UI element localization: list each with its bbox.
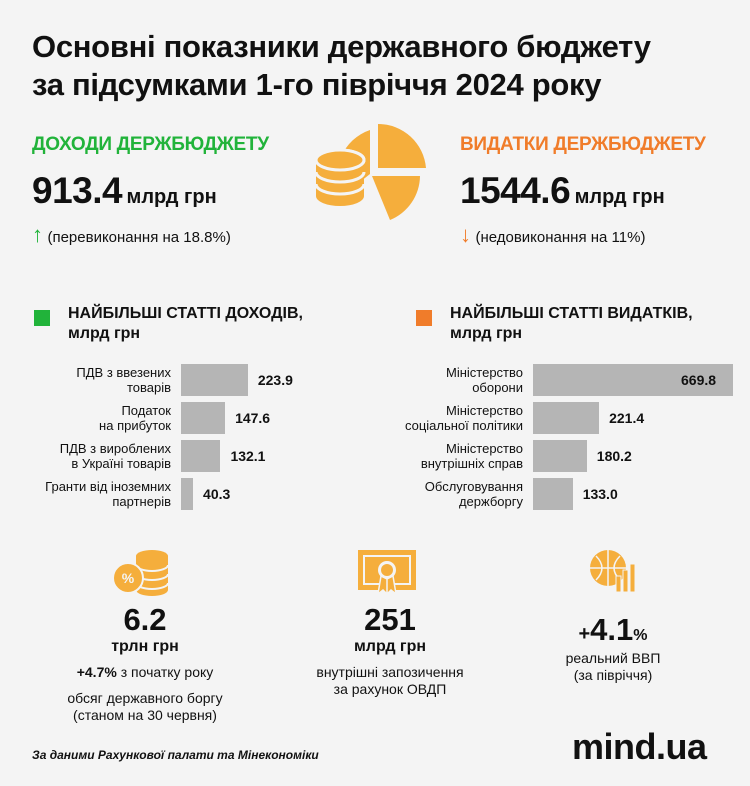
bar-category-label-line: Податок: [121, 403, 171, 418]
certificate-icon: [358, 550, 416, 596]
expense-bar-chart: Міністерство оборони 669.8 Міністерство соці…: [375, 364, 750, 524]
revenue-note: (перевиконання на 18.8%): [47, 229, 231, 246]
gdp-value-suffix: %: [633, 627, 648, 644]
expense-value: 1544.6: [460, 170, 571, 211]
bar-category-label-line: оборони: [472, 380, 523, 395]
expense-note-row: ↓ (недовиконання на 11%): [460, 222, 645, 248]
bar: [181, 478, 194, 510]
bar-value-label: 133.0: [582, 486, 618, 502]
debt-growth: +4.7% з початку року: [30, 664, 260, 681]
revenue-legend-square: [34, 310, 50, 326]
bar-category-label-line: ПДВ з ввезених: [76, 365, 171, 380]
debt-growth-value: +4.7%: [76, 664, 117, 680]
globe-growth-icon: [590, 550, 636, 593]
bar-category-label-line: Міністерство: [446, 403, 523, 418]
revenue-unit: млрд грн: [126, 186, 217, 208]
bar-category-label: Обслуговування держборгу: [373, 479, 523, 509]
bar-category-label-line: Обслуговування: [424, 479, 523, 494]
bar-value-label: 669.8: [681, 372, 717, 388]
pie-coins-icon: [314, 123, 426, 220]
expense-legend-square: [416, 310, 432, 326]
title-line-1: Основні показники державного бюджету: [32, 29, 651, 64]
expense-chart-title: НАЙБІЛЬШІ СТАТТІ ВИДАТКІВ, млрд грн: [450, 304, 693, 344]
ovdp-desc: внутрішні запозичення за рахунок ОВДП: [270, 664, 510, 698]
ovdp-desc-line1: внутрішні запозичення: [316, 664, 464, 680]
bar-category-label: Податок на прибуток: [11, 403, 171, 433]
gdp-value-prefix: +: [578, 623, 591, 645]
coins-percent-icon: %: [112, 550, 169, 596]
revenue-chart-title-line1: НАЙБІЛЬШІ СТАТТІ ДОХОДІВ,: [68, 305, 303, 322]
debt-growth-label: з початку року: [116, 664, 214, 680]
revenue-note-row: ↑ (перевиконання на 18.8%): [32, 222, 231, 248]
bar-category-label-line: держборгу: [458, 494, 523, 509]
bar-category-label: ПДВ з вироблених в Україні товарів: [11, 441, 171, 471]
bar: [181, 364, 248, 396]
debt-desc-line1: обсяг державного боргу: [67, 690, 223, 706]
source-note: За даними Рахункової палати та Мінеконом…: [32, 748, 319, 762]
debt-unit: трлн грн: [111, 638, 179, 655]
expense-note: (недовиконання на 11%): [475, 229, 646, 246]
gdp-desc-line2: (за півріччя): [573, 667, 653, 683]
bar: [533, 402, 600, 434]
gdp-value-row: +4.1%: [538, 612, 688, 648]
bar-category-label: Міністерство соціальної політики: [373, 403, 523, 433]
gdp-desc: реальний ВВП (за півріччя): [518, 650, 708, 684]
bar-category-label: Міністерство оборони: [373, 365, 523, 395]
ovdp-unit: млрд грн: [353, 638, 427, 655]
bar-category-label-line: товарів: [126, 380, 171, 395]
arrow-up-icon: ↑: [32, 222, 43, 247]
revenue-bar-chart: ПДВ з ввезених товарів 223.9 Податок на приб…: [0, 364, 375, 524]
bar: [181, 402, 226, 434]
bar-category-label: ПДВ з ввезених товарів: [11, 365, 171, 395]
bar-value-label: 223.9: [257, 372, 293, 388]
revenue-chart-title: НАЙБІЛЬШІ СТАТТІ ДОХОДІВ, млрд грн: [68, 304, 303, 344]
bar-category-label-line: внутрішніх справ: [420, 456, 523, 471]
expense-amount: 1544.6 млрд грн: [460, 170, 665, 212]
bar-value-label: 221.4: [609, 410, 645, 426]
title-line-2: за підсумками 1-го півріччя 2024 року: [32, 67, 602, 102]
bar-value-label: 180.2: [596, 448, 632, 464]
expense-chart-title-line1: НАЙБІЛЬШІ СТАТТІ ВИДАТКІВ,: [450, 305, 693, 322]
page-title: Основні показники державного бюджету за …: [32, 28, 732, 104]
debt-desc-line2: (станом на 30 червня): [73, 707, 217, 723]
bar-value-label: 132.1: [230, 448, 266, 464]
bar: [533, 440, 587, 472]
revenue-header: ДОХОДИ ДЕРЖБЮДЖЕТУ: [32, 134, 269, 155]
revenue-chart-title-line2: млрд грн: [68, 325, 141, 342]
bar-category-label: Міністерство внутрішніх справ: [373, 441, 523, 471]
bar-category-label-line: на прибуток: [99, 418, 171, 433]
bar-value-label: 147.6: [235, 410, 271, 426]
bar-category-label-line: в Україні товарів: [71, 456, 171, 471]
arrow-down-icon: ↓: [460, 222, 471, 247]
debt-desc: обсяг державного боргу (станом на 30 чер…: [30, 690, 260, 724]
ovdp-value: 251: [364, 602, 416, 637]
brand-logo: mind.ua: [572, 726, 707, 767]
debt-value: 6.2: [123, 602, 167, 637]
bar: [181, 440, 221, 472]
svg-text:%: %: [122, 570, 135, 586]
bar-category-label-line: соціальної політики: [404, 418, 523, 433]
bar: [533, 478, 573, 510]
gdp-value: 4.1: [590, 612, 634, 647]
revenue-value: 913.4: [32, 170, 123, 211]
expense-chart-title-line2: млрд грн: [450, 325, 523, 342]
bar: [533, 364, 733, 396]
bar-category-label-line: ПДВ з вироблених: [59, 441, 171, 456]
expense-unit: млрд грн: [574, 186, 665, 208]
bar-category-label-line: Міністерство: [446, 441, 523, 456]
bar-value-label: 40.3: [203, 486, 231, 502]
bar-category-label-line: партнерів: [112, 494, 171, 509]
gdp-desc-line1: реальний ВВП: [565, 650, 661, 666]
revenue-amount: 913.4 млрд грн: [32, 170, 217, 212]
expense-header: ВИДАТКИ ДЕРЖБЮДЖЕТУ: [460, 134, 706, 155]
bar-category-label-line: Гранти від іноземних: [45, 479, 171, 494]
bar-category-label-line: Міністерство: [446, 365, 523, 380]
bar-category-label: Гранти від іноземних партнерів: [11, 479, 171, 509]
ovdp-desc-line2: за рахунок ОВДП: [333, 681, 447, 697]
